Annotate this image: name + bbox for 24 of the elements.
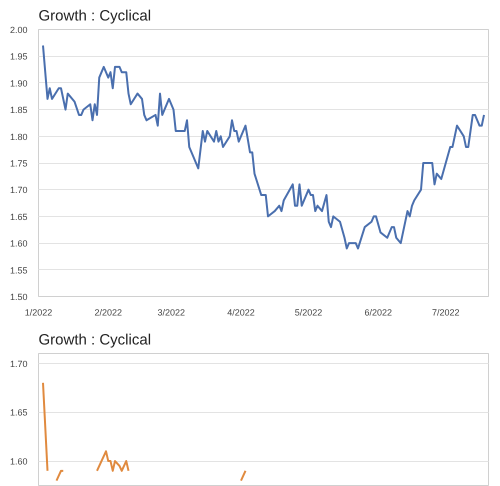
y-tick-label: 1.70	[10, 185, 28, 196]
chart-title: Growth : Cyclical	[38, 8, 152, 24]
x-tick-label: 4/2022	[227, 308, 255, 318]
y-tick-label: 1.70	[10, 358, 28, 369]
line-series	[42, 44, 485, 250]
y-tick-label: 2.00	[10, 25, 28, 35]
y-tick-label: 1.80	[10, 132, 28, 142]
y-tick-label: 1.60	[10, 456, 28, 467]
y-tick-label: 1.85	[10, 105, 28, 116]
x-tick-label: 7/2022	[432, 308, 460, 318]
chart-title: Growth : Cyclical	[38, 332, 152, 348]
y-tick-label: 1.60	[10, 238, 28, 249]
x-tick-label: 3/2022	[157, 308, 186, 318]
x-tick-label: 5/2022	[294, 308, 322, 318]
x-tick-label: 6/2022	[364, 308, 392, 318]
x-tick-label: 2/2022	[94, 308, 122, 318]
y-tick-label: 1.65	[10, 212, 28, 222]
y-tick-label: 1.95	[10, 52, 28, 62]
y-tick-label: 1.90	[10, 78, 28, 88]
x-tick-label: 1/2022	[24, 308, 52, 318]
y-tick-label: 1.55	[10, 265, 28, 276]
y-tick-label: 1.50	[10, 292, 28, 302]
y-tick-label: 1.75	[10, 158, 28, 168]
y-tick-label: 1.65	[10, 408, 28, 418]
